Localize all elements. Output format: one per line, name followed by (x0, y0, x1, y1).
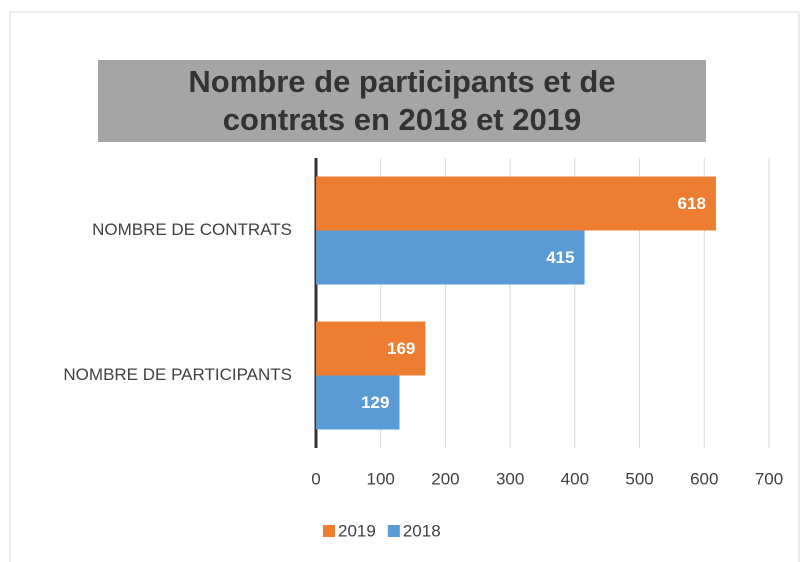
bar (316, 375, 400, 430)
x-tick-label: 200 (431, 469, 459, 488)
data-label: 415 (546, 248, 574, 267)
x-tick-label: 300 (496, 469, 524, 488)
x-tick-label: 500 (625, 469, 653, 488)
bar (316, 176, 716, 231)
x-tick-label: 400 (561, 469, 589, 488)
data-label: 618 (678, 194, 706, 213)
data-label: 169 (387, 339, 415, 358)
legend-label: 2018 (403, 521, 441, 540)
chart-title: Nombre de participants et de contrats en… (98, 60, 706, 142)
x-tick-label: 100 (367, 469, 395, 488)
data-label: 129 (361, 393, 389, 412)
chart-border (9, 11, 800, 562)
bar (316, 321, 426, 376)
y-tick-label: NOMBRE DE PARTICIPANTS (63, 365, 292, 384)
x-tick-label: 600 (690, 469, 718, 488)
x-tick-label: 0 (311, 469, 320, 488)
legend-swatch (323, 525, 335, 537)
bar (316, 230, 585, 285)
legend-label: 2019 (338, 521, 376, 540)
legend-swatch (387, 525, 400, 537)
x-tick-label: 700 (755, 469, 783, 488)
y-tick-label: NOMBRE DE CONTRATS (92, 220, 292, 239)
